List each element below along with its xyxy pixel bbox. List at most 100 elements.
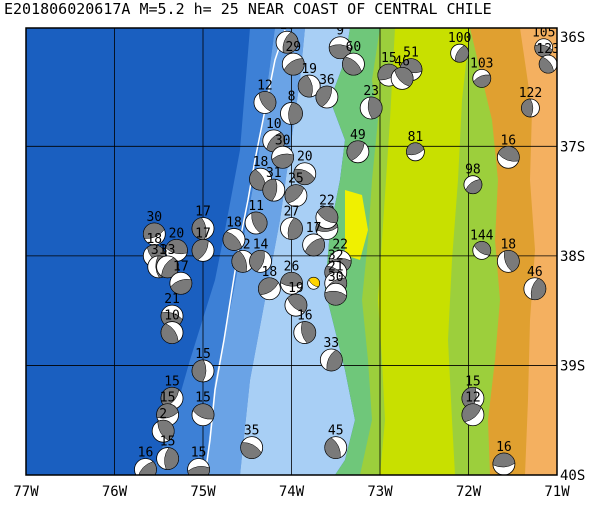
- longitude-tick-label: 76W: [102, 484, 128, 500]
- event-depth-label: 36: [319, 73, 335, 88]
- event-depth-label: 20: [297, 150, 313, 165]
- event-depth-label: 46: [394, 54, 410, 69]
- beachball: [281, 52, 305, 76]
- beachball: [463, 175, 483, 195]
- beachball: [284, 184, 308, 208]
- event-depth-label: 19: [288, 281, 304, 296]
- event-depth-label: 8: [288, 89, 296, 104]
- beachball: [222, 228, 246, 251]
- event-depth-label: 17: [195, 204, 211, 219]
- beachball: [538, 54, 557, 74]
- event-depth-label: 16: [496, 440, 512, 455]
- beachball: [405, 142, 425, 162]
- event-depth-label: 15: [160, 435, 176, 450]
- event-depth-label: 29: [285, 40, 301, 55]
- longitude-tick-label: 75W: [190, 484, 216, 500]
- beachball: [390, 66, 414, 90]
- event-depth-label: 16: [500, 133, 516, 148]
- beachball: [271, 145, 295, 169]
- beachball: [302, 233, 326, 257]
- event-depth-label: 123: [536, 42, 559, 57]
- event-depth-label: 17: [173, 259, 189, 274]
- mid-ocean: [150, 28, 275, 475]
- event-depth-label: 100: [448, 31, 471, 46]
- beachball: [151, 419, 175, 443]
- beachball: [297, 74, 321, 98]
- beachball: [249, 249, 272, 273]
- event-depth-label: 20: [169, 226, 185, 241]
- event-depth-label: 32: [328, 248, 344, 263]
- land-yellow: [345, 190, 368, 260]
- axis-labels: 77W 76W 75W 74W 73W 72W 71W 36S 37S 38S 39S 40S: [13, 30, 585, 500]
- beachball: [450, 43, 470, 63]
- beachball: [461, 403, 485, 427]
- beachball: [156, 447, 180, 470]
- event-depth-label: 30: [328, 270, 344, 285]
- beachball: [280, 102, 303, 125]
- event-depth-label: 45: [328, 424, 344, 439]
- longitude-tick-label: 72W: [456, 484, 482, 500]
- longitude-tick-label: 73W: [367, 484, 393, 500]
- beachball: [262, 178, 286, 202]
- latitude-tick-label: 37S: [560, 139, 585, 155]
- beachball: [472, 241, 492, 260]
- map-frame: [25, 27, 558, 476]
- event-depth-label: 22: [319, 194, 335, 209]
- beachball: [319, 348, 343, 372]
- beachball: [472, 68, 492, 88]
- beachball: [156, 255, 180, 279]
- beachball: [244, 211, 268, 235]
- event-depth-label: 18: [500, 237, 516, 252]
- beachball: [169, 271, 193, 295]
- beachball: [191, 403, 215, 427]
- beachball: [496, 145, 520, 169]
- event-depth-label: 51: [403, 46, 419, 61]
- event-depth-label: 35: [244, 424, 260, 439]
- event-depth-label: 16: [279, 18, 295, 33]
- event-depth-label: 26: [284, 259, 300, 274]
- longitude-tick-label: 77W: [13, 484, 39, 500]
- beachball: [160, 321, 184, 344]
- latitude-tick-label: 36S: [560, 30, 585, 46]
- beachball: [521, 98, 540, 118]
- land-peaks: [520, 28, 557, 475]
- beachball: [496, 249, 520, 273]
- latitude-tick-label: 38S: [560, 249, 585, 265]
- latitude-tick-label: 39S: [560, 358, 585, 374]
- beachball: [534, 38, 554, 58]
- event-depth-label: 81: [408, 130, 424, 145]
- event-depth-label: 18: [253, 155, 269, 170]
- event-depth-label: 33: [160, 243, 176, 258]
- beachball: [315, 85, 339, 109]
- event-depth-label: 16: [297, 309, 313, 324]
- event-depth-label: 31: [266, 166, 282, 181]
- beachball: [187, 458, 210, 475]
- event-depth-label: 46: [527, 265, 543, 280]
- event-depth-label: 30: [146, 210, 162, 225]
- event-depth-label: 15: [164, 374, 180, 389]
- latitude-tick-label: 40S: [560, 468, 585, 484]
- beachball: [293, 321, 317, 344]
- event-depth-label: 2: [159, 407, 167, 422]
- map-title: E201806020617A M=5.2 h= 25 NEAR COAST OF…: [4, 0, 492, 18]
- event-depth-label: 16: [138, 446, 154, 461]
- event-depth-label: 49: [350, 128, 366, 143]
- event-depth-label: 15: [381, 51, 397, 66]
- event-depth-label: 15: [195, 391, 211, 406]
- beachball: [134, 458, 157, 475]
- beachball: [280, 217, 303, 240]
- beachball: [191, 239, 215, 262]
- beachball: [231, 249, 255, 273]
- event-depth-label: 105: [532, 26, 555, 41]
- event-depth-label: 18: [226, 215, 242, 230]
- beachball: [492, 452, 516, 475]
- event-depth-label: 27: [284, 204, 300, 219]
- beachball: [240, 436, 264, 460]
- beachball: [257, 277, 281, 301]
- beachball: [293, 162, 317, 186]
- event-depth-label: 22: [332, 237, 348, 252]
- event-depth-label: 15: [191, 446, 207, 461]
- beachball: [359, 96, 383, 120]
- event-depth-label: 17: [195, 226, 211, 241]
